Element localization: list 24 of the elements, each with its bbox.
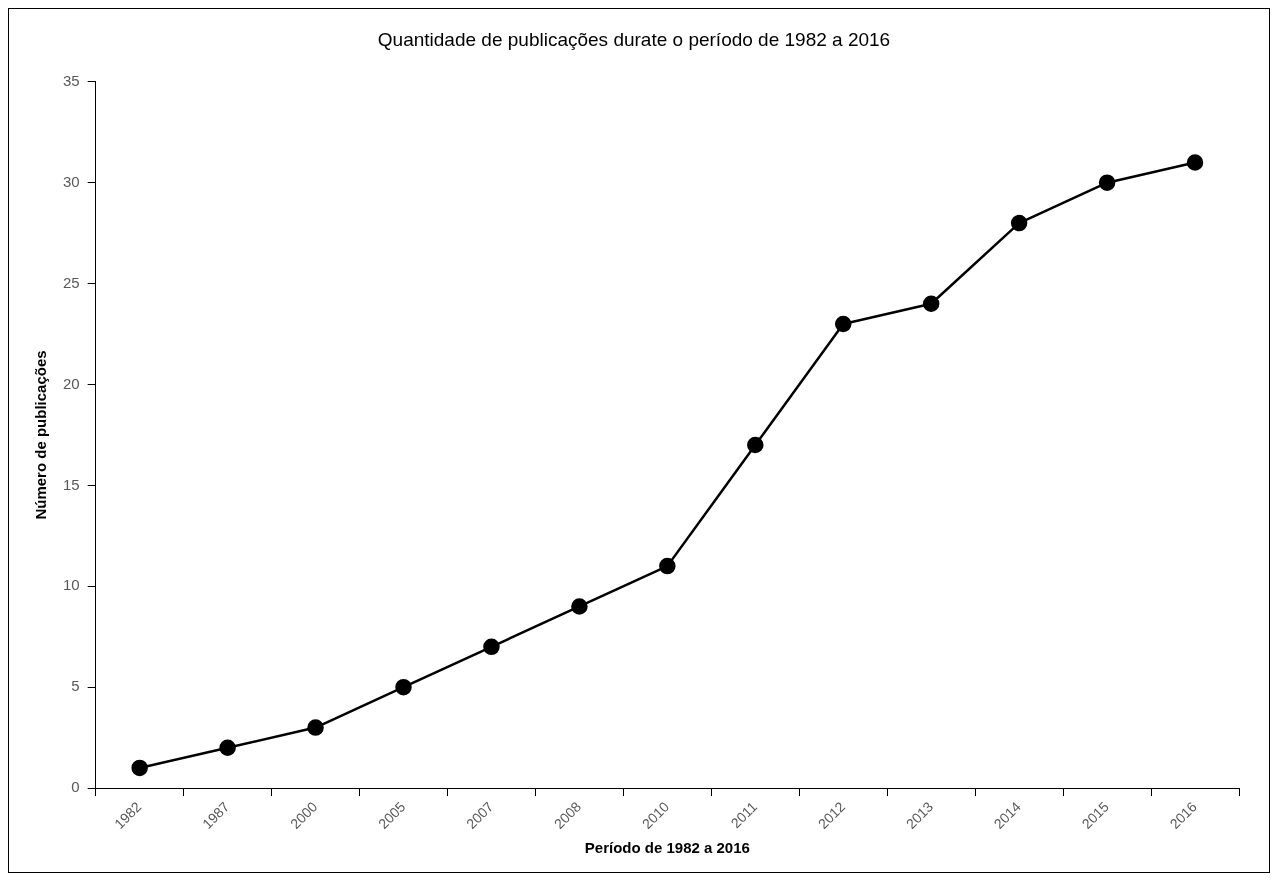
y-tick-label: 35 — [63, 71, 80, 89]
point — [1098, 174, 1116, 191]
x-axis-title: Período de 1982 a 2016 — [584, 839, 750, 857]
point — [747, 436, 764, 454]
y-axis-title: Número de publicações — [32, 350, 50, 520]
point — [922, 295, 940, 313]
point — [483, 638, 500, 656]
y-tick-label: 25 — [63, 273, 80, 291]
point — [1010, 214, 1028, 232]
y-tick-label: 10 — [63, 576, 80, 594]
chart-title: Quantidade de publicações durate o período de 1982 a 2016 — [377, 28, 891, 50]
point — [1186, 154, 1204, 171]
point — [219, 739, 236, 756]
y-tick-label: 15 — [63, 475, 80, 493]
point — [395, 678, 412, 696]
point — [131, 759, 148, 777]
y-tick-label: 20 — [63, 374, 80, 392]
y-tick-label: 5 — [71, 677, 80, 695]
point — [659, 557, 676, 575]
y-tick-label: 30 — [63, 172, 80, 190]
point — [571, 598, 588, 615]
point — [307, 719, 324, 736]
y-tick-label: 0 — [71, 778, 80, 796]
point — [834, 315, 852, 333]
